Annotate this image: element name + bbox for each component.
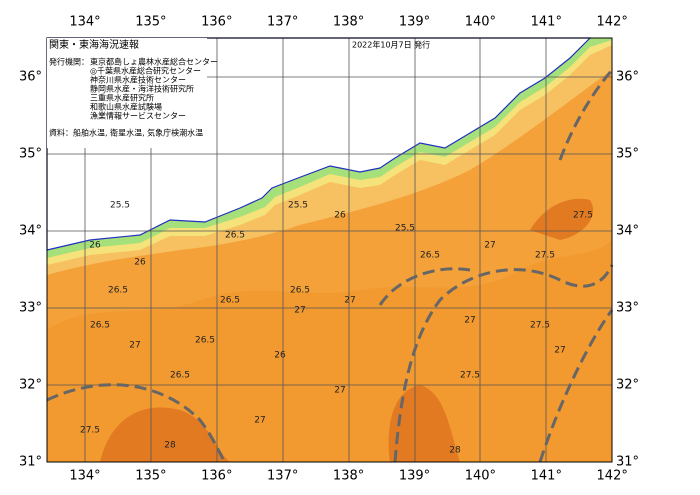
longitude-label: 135° [135,15,166,30]
longitude-label: 134° [69,469,100,484]
longitude-label: 134° [69,15,100,30]
agencies-label: 発行機関： [49,57,89,67]
latitude-label: 34° [616,224,639,239]
isotherm-label: 27.5 [573,211,593,221]
isotherm-label: 27.5 [460,371,480,381]
isotherm-label: 26.5 [290,286,310,296]
isotherm-label: 25.5 [110,201,130,211]
longitude-label: 137° [267,15,298,30]
isotherm-label: 27.5 [80,426,100,436]
longitude-label: 140° [465,15,496,30]
isotherm-label: 27 [344,296,355,306]
longitude-label: 141° [531,469,562,484]
latitude-label: 36° [616,70,639,85]
isotherm-label: 25.5 [288,201,308,211]
latitude-label: 32° [616,378,639,393]
longitude-label: 136° [201,469,232,484]
longitude-label: 139° [399,15,430,30]
isotherm-label: 26.5 [170,371,190,381]
latitude-label: 35° [616,147,639,162]
isotherm-label: 27 [484,241,495,251]
isotherm-label: 26 [89,241,101,251]
agency: 漁業情報サービスセンター [90,111,186,121]
agency: 静岡県水産・海洋技術研究所 [90,84,194,94]
agency: 東京都島しょ農林水産総合センター [90,57,218,67]
latitude-label: 31° [19,455,42,470]
isotherm-label: 26.5 [90,321,110,331]
isotherm-label: 27 [294,306,305,316]
isotherm-label: 26.5 [220,296,240,306]
warm-patch [100,407,230,462]
agency: 三重県水産研究所 [90,93,154,103]
issue-date: 2022年10月7日 発行 [352,40,430,50]
isotherm-label: 26.5 [225,231,245,241]
isotherm-label: 27 [464,316,475,326]
latitude-label: 33° [19,301,42,316]
isotherm-label: 26 [274,351,286,361]
longitude-label: 136° [201,15,232,30]
warm-patch [388,385,460,462]
longitude-label: 139° [399,469,430,484]
isotherm-label: 27 [254,416,265,426]
isotherm-label: 27 [129,341,140,351]
isotherm-label: 28 [164,441,176,451]
warm-water [47,240,612,462]
isotherm-label: 27.5 [530,321,550,331]
isotherm-label: 26 [134,258,146,268]
map-frame [46,37,613,463]
isotherm-label: 28 [449,446,461,456]
isotherm-label: 26 [334,211,346,221]
latitude-label: 35° [19,147,42,162]
latitude-label: 34° [19,224,42,239]
isotherm-label: 26.5 [195,336,215,346]
latitude-label: 36° [19,70,42,85]
isotherm-label: 25.5 [395,224,415,234]
info-box [47,38,207,148]
isotherm-label: 26.5 [420,251,440,261]
latitude-label: 31° [616,455,639,470]
longitude-label: 142° [597,15,628,30]
agency: 和歌山県水産試験場 [90,102,162,112]
longitude-label: 141° [531,15,562,30]
isotherm-label: 27 [554,346,565,356]
agency: 神奈川県水産技術センター [90,75,186,85]
agency: ◎千葉県水産総合研究センター [90,66,201,76]
title: 関東・東海海況速報 [49,38,139,51]
longitude-label: 138° [333,15,364,30]
longitude-label: 137° [267,469,298,484]
latitude-label: 32° [19,378,42,393]
longitude-label: 142° [597,469,628,484]
current-axis [46,69,614,463]
source: 資料：船舶水温, 衛星水温, 気象庁検潮水温 [49,128,203,138]
longitude-label: 138° [333,469,364,484]
latitude-label: 33° [616,301,639,316]
longitude-label: 135° [135,469,166,484]
isotherm-label: 27.5 [535,251,555,261]
isotherm-label: 26.5 [108,286,128,296]
isotherm-label: 27 [334,386,345,396]
longitude-label: 140° [465,469,496,484]
